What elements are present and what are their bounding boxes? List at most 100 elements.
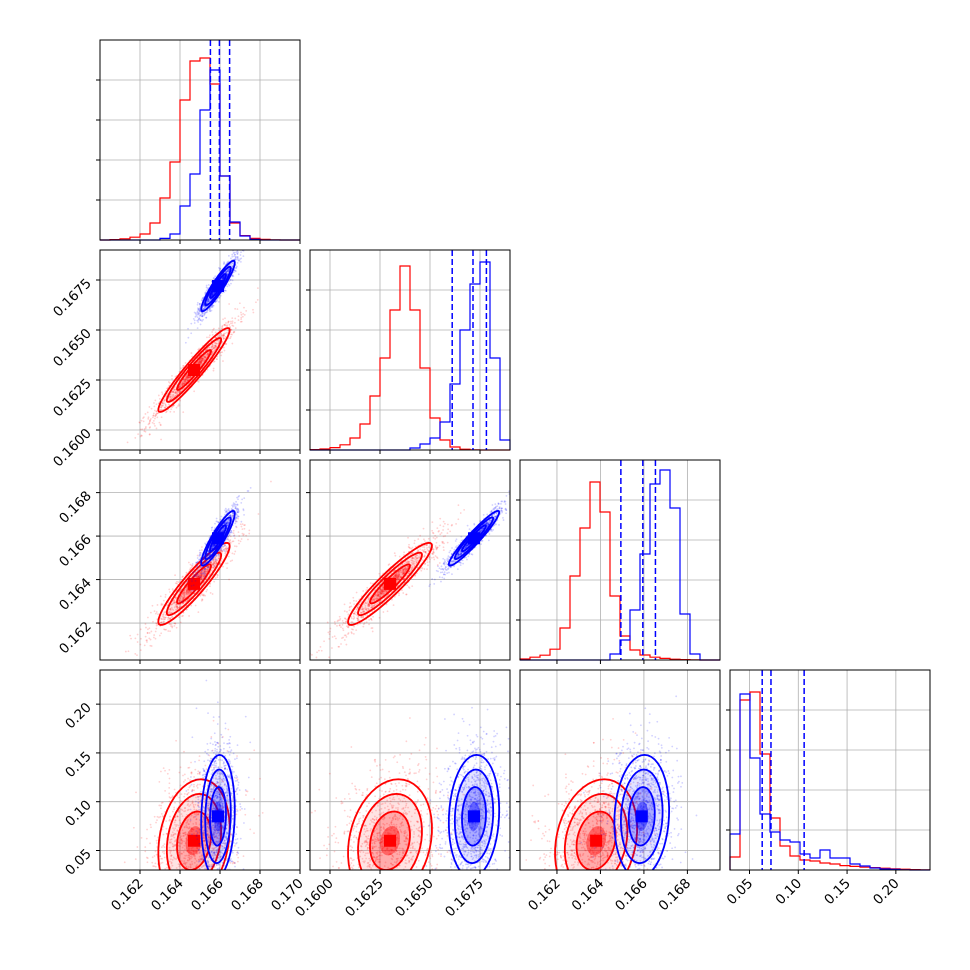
scatter-point	[172, 390, 174, 392]
scatter-point	[224, 343, 227, 345]
scatter-point	[204, 572, 207, 574]
scatter-point	[229, 278, 232, 281]
scatter-point	[222, 277, 224, 280]
scatter-point	[222, 565, 224, 568]
scatter-point	[164, 618, 166, 621]
scatter-point	[223, 349, 226, 352]
scatter-point	[149, 419, 151, 422]
scatter-point	[200, 573, 203, 576]
scatter-point	[226, 325, 228, 328]
scatter-point	[196, 571, 199, 574]
scatter-point	[205, 348, 208, 351]
scatter-point	[214, 560, 217, 563]
scatter-point	[161, 615, 164, 618]
scatter-point	[195, 315, 198, 317]
scatter-point	[170, 603, 173, 606]
scatter-point	[192, 317, 195, 320]
scatter-point	[206, 299, 209, 302]
scatter-point	[198, 360, 201, 363]
scatter-point	[163, 402, 166, 405]
scatter-point	[214, 300, 217, 303]
scatter-point	[381, 589, 384, 592]
scatter-point	[215, 300, 218, 303]
scatter-point	[202, 577, 205, 580]
scatter-point	[212, 345, 215, 347]
scatter-point	[201, 296, 204, 299]
scatter-point	[186, 580, 189, 583]
scatter-point	[239, 320, 242, 323]
scatter-point	[234, 520, 237, 523]
scatter-point	[204, 560, 207, 563]
scatter-point	[242, 509, 245, 512]
scatter-point	[403, 554, 405, 556]
scatter-point	[171, 394, 174, 397]
scatter-point	[144, 430, 147, 433]
scatter-point	[155, 622, 157, 625]
scatter-point	[148, 422, 151, 424]
scatter-point	[204, 573, 207, 576]
scatter-point	[203, 356, 206, 358]
scatter-point	[188, 569, 191, 571]
scatter-point	[242, 533, 245, 536]
scatter-point	[177, 581, 180, 584]
scatter-point	[159, 621, 162, 624]
scatter-point	[149, 638, 152, 641]
panel-frame	[99, 249, 301, 451]
scatter-point	[183, 595, 186, 598]
scatter-point	[194, 312, 197, 315]
scatter-point	[199, 551, 202, 554]
scatter-point	[185, 590, 188, 592]
scatter-point	[212, 304, 215, 307]
x-tick-label: 0.05	[724, 876, 757, 909]
scatter-point	[157, 613, 159, 616]
scatter-point	[191, 565, 194, 567]
scatter-point	[210, 526, 213, 529]
scatter-point	[173, 602, 176, 605]
scatter-point	[174, 601, 177, 604]
scatter-point	[207, 300, 210, 303]
scatter-point	[212, 360, 215, 363]
scatter-point	[226, 261, 229, 264]
scatter-point	[163, 628, 165, 631]
scatter-point	[207, 554, 210, 557]
scatter-point	[136, 654, 138, 657]
scatter-point	[229, 539, 232, 541]
scatter-point	[355, 608, 358, 611]
scatter-point	[213, 565, 216, 567]
scatter-point	[190, 352, 193, 354]
scatter-point	[148, 422, 151, 425]
scatter-point	[247, 490, 250, 492]
scatter-point	[220, 529, 223, 532]
scatter-point	[189, 375, 192, 378]
scatter-point	[198, 310, 201, 313]
scatter-point	[228, 303, 231, 305]
scatter-point	[221, 529, 224, 532]
scatter-point	[166, 604, 169, 607]
scatter-point	[240, 525, 243, 528]
scatter-point	[231, 265, 234, 268]
scatter-point	[222, 545, 225, 548]
scatter-point	[196, 307, 199, 310]
scatter-point	[218, 296, 221, 299]
scatter-point	[149, 419, 152, 421]
scatter-point	[163, 616, 166, 619]
scatter-point	[221, 334, 224, 337]
scatter-point	[204, 305, 207, 308]
scatter-point	[230, 530, 233, 532]
panel-background	[100, 460, 300, 660]
scatter-point	[356, 614, 358, 617]
scatter-point	[199, 358, 201, 361]
scatter-point	[235, 509, 238, 512]
scatter-point	[197, 576, 199, 579]
scatter-point	[311, 653, 313, 656]
scatter-point	[129, 634, 132, 637]
scatter-point	[230, 282, 232, 285]
scatter-point	[202, 318, 204, 321]
scatter-point	[202, 570, 205, 573]
scatter-point	[213, 544, 215, 546]
scatter-point	[241, 523, 244, 526]
scatter-point	[417, 549, 419, 552]
scatter-point	[191, 589, 193, 592]
scatter-point	[202, 576, 205, 579]
